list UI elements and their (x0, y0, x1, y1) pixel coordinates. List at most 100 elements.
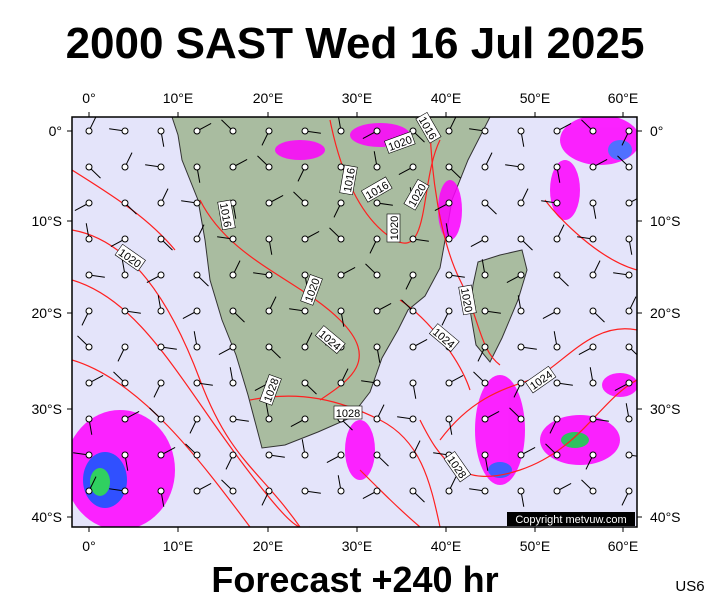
barb-station (85, 487, 93, 495)
barb-station (445, 235, 453, 243)
barb-station (481, 163, 489, 171)
barb-station (337, 271, 345, 279)
barb-station (121, 163, 129, 171)
barb-station (553, 127, 561, 135)
barb-station (193, 307, 201, 315)
barb-station (121, 199, 129, 207)
barb-station (625, 379, 633, 387)
barb-station (121, 307, 129, 315)
barb-station (553, 307, 561, 315)
barb-station (373, 415, 381, 423)
lat-label-left: 20°S (31, 305, 62, 321)
isobar-label-group: 1016 (217, 199, 236, 231)
barb-station (373, 487, 381, 495)
lat-label-right: 20°S (650, 305, 681, 321)
barb-station (337, 379, 345, 387)
isobar-label-box (458, 284, 477, 316)
isobar-label-group: 1024 (428, 323, 460, 353)
barb-station (229, 343, 237, 351)
barb-station (265, 235, 273, 243)
barb-station (589, 343, 597, 351)
barb-station (625, 271, 633, 279)
barb-station (589, 307, 597, 315)
isobar-label-box (415, 111, 442, 144)
barb-station (625, 127, 633, 135)
barb-station (157, 127, 165, 135)
isobar-label-box (314, 325, 346, 355)
barb-station (481, 415, 489, 423)
barb-station (373, 163, 381, 171)
isobar-label-box (339, 164, 358, 196)
barb-station (121, 451, 129, 459)
lat-label-left: 10°S (31, 213, 62, 229)
barb-station (121, 487, 129, 495)
barb-station (625, 343, 633, 351)
barb-station (589, 415, 597, 423)
barb-station (553, 379, 561, 387)
barb-station (85, 199, 93, 207)
isobar-label-box (333, 405, 363, 420)
lon-label-top: 20°E (253, 90, 284, 106)
barb-station (589, 235, 597, 243)
isobar-label-group: 1020 (386, 213, 401, 243)
barb-station (409, 235, 417, 243)
barb-station (157, 451, 165, 459)
isobar-label-group: 1020 (458, 284, 477, 316)
map-area (72, 117, 637, 527)
barb-station (229, 487, 237, 495)
barb-station (409, 127, 417, 135)
isobar-label-box (360, 176, 393, 203)
barb-station (373, 343, 381, 351)
isobar-label: 1016 (217, 202, 233, 228)
barb-station (337, 199, 345, 207)
lon-label-bottom: 0° (82, 538, 95, 554)
barb-station (517, 127, 525, 135)
isobar-label-box (386, 213, 401, 243)
precipitation (72, 117, 637, 527)
barb-station (445, 127, 453, 135)
barb-station (301, 271, 309, 279)
copyright-box (507, 512, 635, 526)
barb-station (301, 127, 309, 135)
barb-station (445, 379, 453, 387)
barb-station (229, 235, 237, 243)
barb-station (625, 487, 633, 495)
barb-station (85, 415, 93, 423)
barb-station (85, 451, 93, 459)
lon-label-top: 40°E (431, 90, 462, 106)
barb-station (193, 235, 201, 243)
isobar-label-group: 1016 (339, 164, 358, 196)
barb-station (553, 343, 561, 351)
barb-station (409, 451, 417, 459)
isobar-label: 1028 (336, 408, 360, 420)
footer: Forecast +240 hr (211, 559, 498, 600)
isobar-label-box (384, 131, 416, 154)
barb-station (121, 271, 129, 279)
barb-station (301, 451, 309, 459)
barb-station (157, 199, 165, 207)
barb-station (157, 235, 165, 243)
barb-station (337, 163, 345, 171)
lon-label-bottom: 40°E (431, 538, 462, 554)
barb-station (589, 451, 597, 459)
lon-label-bottom: 60°E (608, 538, 639, 554)
lon-label-top: 10°E (163, 90, 194, 106)
barb-station (337, 451, 345, 459)
barb-station (481, 307, 489, 315)
barb-station (553, 451, 561, 459)
barb-station (517, 343, 525, 351)
isobar-label-box (525, 365, 557, 394)
barb-station (265, 343, 273, 351)
barb-station (157, 415, 165, 423)
barb-station (373, 451, 381, 459)
lon-label-top: 50°E (520, 90, 551, 106)
barb-station (265, 487, 273, 495)
barb-station (409, 415, 417, 423)
barb-station (157, 271, 165, 279)
lon-label-bottom: 50°E (520, 538, 551, 554)
barb-station (121, 415, 129, 423)
barb-station (193, 199, 201, 207)
barb-station (301, 343, 309, 351)
barb-station (301, 415, 309, 423)
